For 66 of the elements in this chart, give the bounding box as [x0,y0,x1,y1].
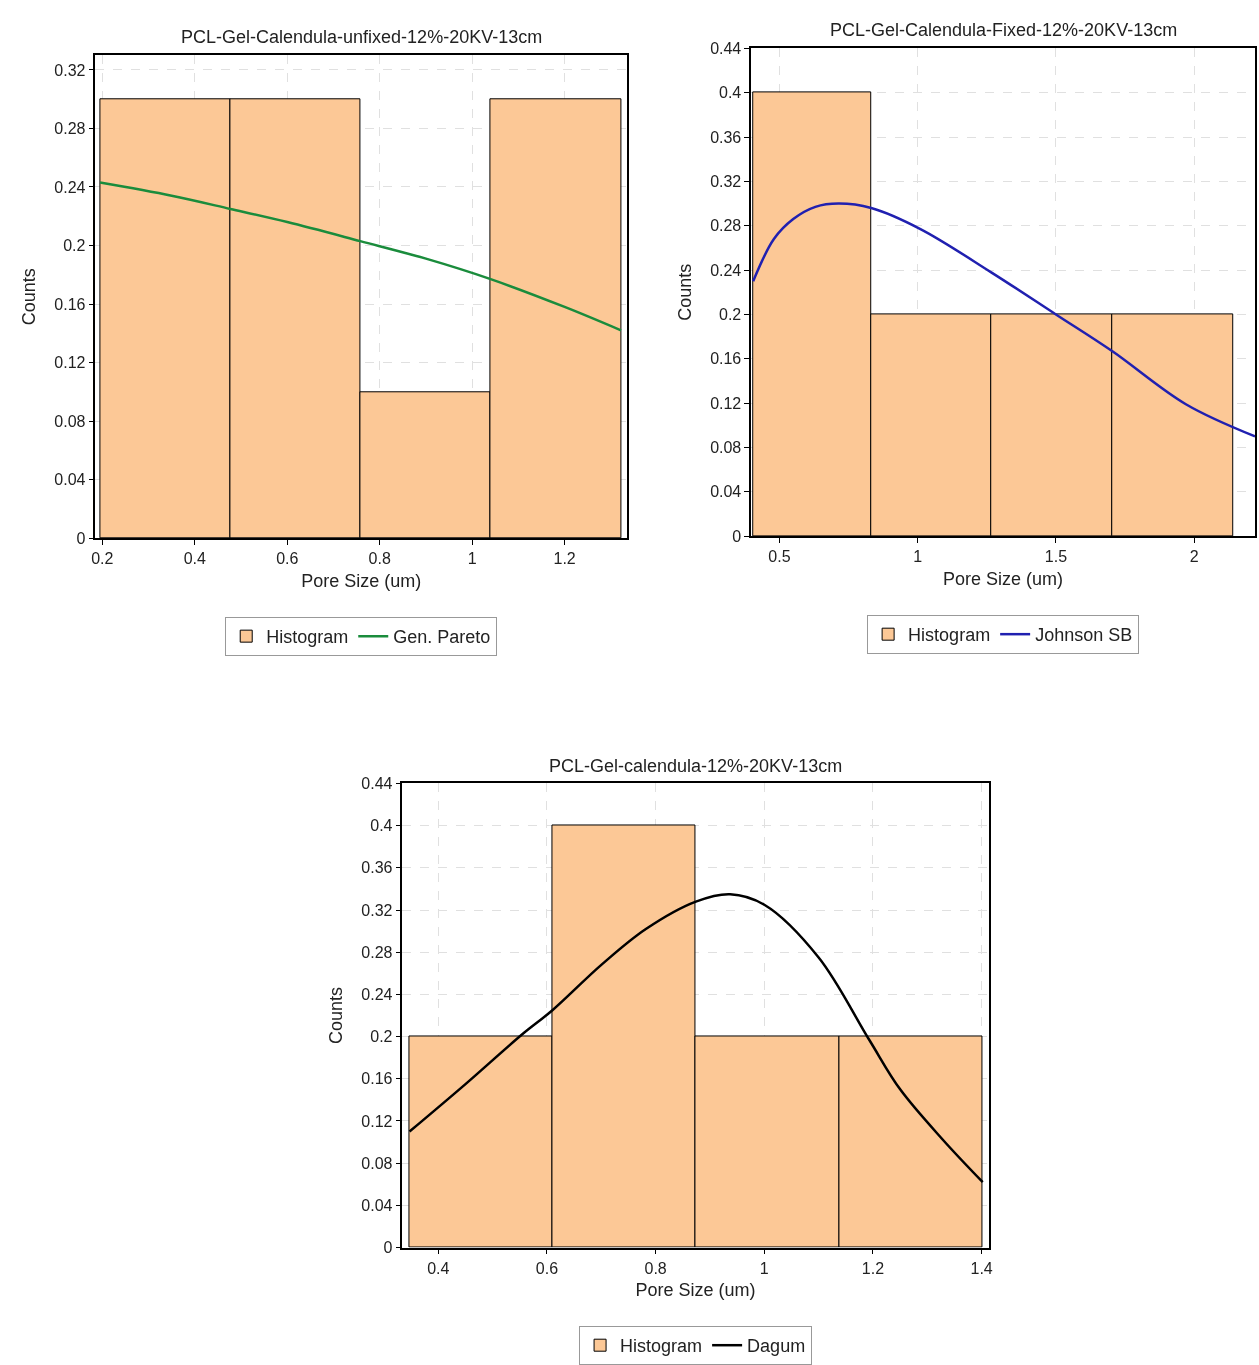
y-tick-label: 0 [383,1239,393,1257]
x-tick-label: 0.8 [368,550,391,568]
y-tick-label: 0.08 [54,412,86,430]
y-tick-label: 0.36 [710,128,742,146]
y-tick-label: 0.28 [361,943,393,961]
y-tick-label: 0.36 [361,859,393,877]
x-axis-title: Pore Size (um) [943,568,1064,589]
x-axis-title: Pore Size (um) [301,570,422,591]
y-tick-label: 0.04 [54,471,86,489]
legend-label: Johnson SB [1035,625,1133,646]
y-tick-label: 0.16 [710,350,742,368]
x-tick-label: 0.8 [644,1259,667,1277]
x-tick-label: 1.2 [861,1259,885,1277]
x-tick-label: 0.5 [768,548,791,566]
y-tick-label: 0.04 [361,1196,393,1214]
y-tick-label: 0.24 [361,986,393,1004]
y-tick-label: 0.04 [710,483,742,501]
legend-label: Gen. Pareto [393,627,491,648]
x-tick-label: 1 [759,1259,769,1277]
y-tick-label: 0 [732,527,742,545]
x-tick-label: 1.2 [553,550,576,568]
y-tick-label: 0.12 [710,394,742,412]
y-axis-title: Counts [326,986,347,1045]
x-tick-label: 1.5 [1044,548,1068,566]
x-tick-label: 2 [1189,548,1199,566]
y-tick-label: 0.24 [54,178,86,196]
line-series [98,181,623,332]
y-tick-label: 0.08 [361,1154,393,1172]
y-tick-label: 0.44 [710,40,742,57]
y-tick-label: 0.16 [361,1070,393,1088]
chart-title: PCL-Gel-calendula-12%-20KV-13cm [549,756,843,776]
legend-label: Histogram [620,1336,703,1357]
x-tick-label: 0.4 [427,1259,450,1277]
y-tick-label: 0.32 [710,173,742,191]
legend-label: Histogram [908,625,991,646]
y-tick-label: 0 [76,529,86,547]
x-tick-label: 0.6 [535,1259,559,1277]
y-tick-label: 0.2 [63,237,86,255]
x-axis-title: Pore Size (um) [635,1280,756,1301]
x-tick-label: 0.4 [183,550,207,568]
line-series [751,202,1255,438]
y-axis-title: Counts [674,263,695,321]
x-tick-label: 1 [467,550,477,568]
legend-label: Dagum [747,1336,806,1357]
chart-title: PCL-Gel-Calendula-Fixed-12%-20KV-13cm [830,20,1178,40]
x-tick-label: 1 [913,548,923,566]
y-tick-label: 0.28 [54,120,86,138]
x-tick-label: 0.6 [276,550,299,568]
y-tick-label: 0.44 [361,775,393,793]
x-tick-label: 0.2 [91,550,114,568]
chart-title: PCL-Gel-Calendula-unfixed-12%-20KV-13cm [181,27,543,47]
y-axis-title: Counts [19,268,40,326]
y-tick-label: 0.28 [710,217,742,235]
y-tick-label: 0.4 [370,817,393,835]
y-tick-label: 0.08 [710,439,742,457]
legend-label: Histogram [266,627,349,648]
y-tick-label: 0.32 [361,901,393,919]
y-tick-label: 0.32 [54,61,86,79]
y-tick-label: 0.2 [719,306,742,324]
y-tick-label: 0.12 [361,1112,393,1130]
y-tick-label: 0.16 [54,295,86,313]
y-tick-label: 0.24 [710,261,742,279]
y-tick-label: 0.2 [370,1028,393,1046]
y-tick-label: 0.4 [719,84,742,102]
x-tick-label: 1.4 [970,1259,993,1277]
y-tick-label: 0.12 [54,354,86,372]
